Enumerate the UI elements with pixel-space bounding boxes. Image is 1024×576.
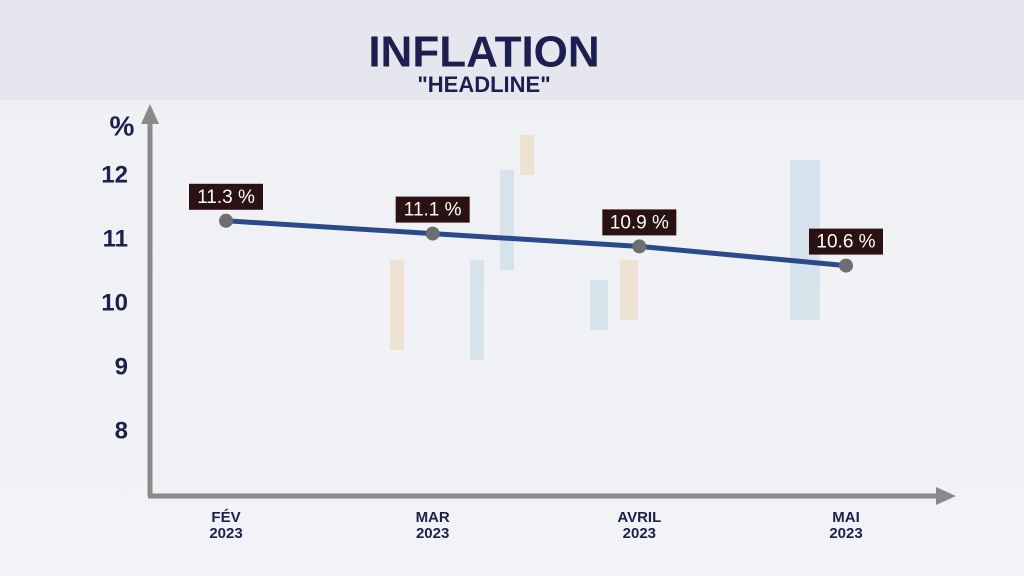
title-banner — [0, 0, 1024, 100]
value-label: 10.6 % — [809, 228, 883, 255]
value-label: 11.1 % — [395, 196, 470, 223]
line — [225, 218, 847, 269]
value-label-text: 11.3 % — [197, 187, 255, 208]
y-tick-label: 11 — [103, 225, 128, 252]
y-tick-label: 10 — [101, 289, 128, 316]
chart-title: INFLATION — [368, 28, 599, 77]
value-label-text: 11.1 % — [404, 200, 462, 221]
background-decoration — [390, 135, 820, 360]
value-label-box — [602, 209, 677, 236]
y-axis-arrow — [141, 104, 159, 124]
value-label-text: 10.6 % — [816, 232, 875, 253]
marker — [839, 258, 853, 273]
x-tick-label: MAI 2023 — [829, 509, 863, 542]
y-tick-label: 9 — [115, 353, 128, 380]
value-label: 10.9 % — [602, 209, 677, 236]
x-axis-arrow — [936, 487, 956, 505]
y-axis-label: % — [110, 110, 135, 141]
y-tick-label: 12 — [101, 161, 128, 188]
value-label-box — [395, 196, 470, 223]
value-label-box — [809, 228, 883, 255]
value-label: 11.3 % — [189, 183, 263, 210]
x-tick-label: MAR 2023 — [415, 509, 450, 542]
value-label-text: 10.9 % — [610, 212, 669, 233]
marker — [425, 226, 440, 241]
x-tick-label: AVRIL 2023 — [617, 509, 662, 542]
y-tick-label: 8 — [115, 417, 128, 444]
x-tick-label: FÉV 2023 — [209, 509, 243, 542]
marker — [219, 213, 233, 228]
marker — [632, 239, 647, 254]
value-label-box — [189, 183, 263, 210]
chart-subtitle: "HEADLINE" — [417, 72, 550, 97]
